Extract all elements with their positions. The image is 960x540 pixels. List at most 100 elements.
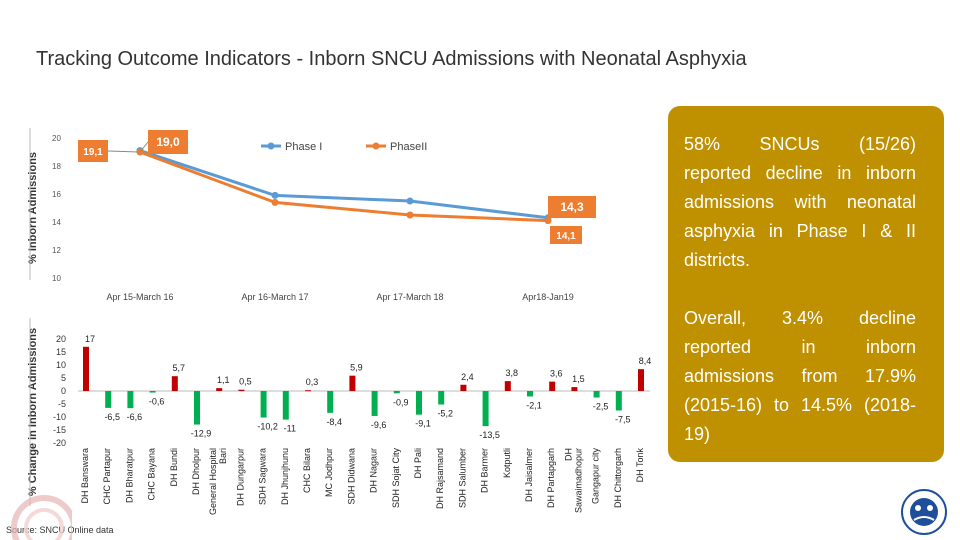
legend-label-2: PhaseII xyxy=(390,141,427,153)
y-tick-label: 5 xyxy=(61,373,66,383)
bar-19 xyxy=(482,391,489,427)
health-mission-logo xyxy=(901,489,947,535)
bar-1 xyxy=(83,346,89,391)
callout-box xyxy=(668,106,944,462)
bar-11 xyxy=(305,390,311,392)
bar-5 xyxy=(171,376,178,391)
bar-value-label: -2,5 xyxy=(593,402,609,412)
callout-text-phase-decline: 58% SNCUs (15/26) reported decline in in… xyxy=(684,134,916,270)
category-label: Sawaimadhopur xyxy=(573,448,583,513)
category-label: DH Dungarpur xyxy=(235,448,245,506)
y-tick-label: 0 xyxy=(61,386,66,396)
bar-value-label: -12,9 xyxy=(191,429,212,439)
category-label: Gangapur city xyxy=(591,448,601,505)
y-tick-label: 16 xyxy=(52,190,61,199)
bar-12 xyxy=(327,391,334,413)
x-tick-label: Apr18-Jan19 xyxy=(522,292,574,302)
bar-value-label: -13,5 xyxy=(479,430,500,440)
page-title: Tracking Outcome Indicators - Inborn SNC… xyxy=(36,48,747,70)
x-tick-label: Apr 15-March 16 xyxy=(106,292,173,302)
series-line-2 xyxy=(139,150,549,223)
bar-value-label: 1,5 xyxy=(572,374,585,384)
label-leader-line xyxy=(139,141,149,153)
bar-value-label: -0,9 xyxy=(393,397,409,407)
bar-18 xyxy=(460,384,467,391)
category-label: DH Bharatpur xyxy=(124,448,134,503)
bar-value-label: 3,6 xyxy=(550,369,563,379)
y-tick-label: -15 xyxy=(53,425,66,435)
bar-17 xyxy=(438,391,445,405)
bar-value-label: -2,1 xyxy=(526,400,542,410)
category-label: DH Chittorgarh xyxy=(613,448,623,508)
bar-16 xyxy=(416,391,422,415)
category-label: Kotputli xyxy=(502,448,512,478)
bar-value-label: 1,1 xyxy=(217,375,230,385)
data-label: 19,0 xyxy=(156,135,180,149)
bar-value-label: -10,2 xyxy=(257,422,278,432)
bar-value-label: -8,4 xyxy=(326,417,342,427)
data-label-box xyxy=(548,196,596,218)
data-label: 14,3 xyxy=(560,200,584,214)
category-label: Bari xyxy=(218,448,228,464)
bar-14 xyxy=(371,391,378,416)
category-label: DH Partapgarh xyxy=(546,448,556,508)
bar-22 xyxy=(549,381,556,391)
bar-15 xyxy=(393,391,400,394)
bar-value-label: 8,4 xyxy=(639,356,652,366)
category-label: DH Nagaur xyxy=(369,448,379,493)
category-label: SDH Salumber xyxy=(457,448,467,508)
category-label: DH Rajsamand xyxy=(435,448,445,509)
data-label-box xyxy=(550,226,582,244)
data-label-box xyxy=(148,130,188,154)
y-tick-label: 18 xyxy=(52,162,61,171)
y-tick-label: 14 xyxy=(52,218,61,227)
bar-value-label: 0,3 xyxy=(306,377,319,387)
data-label: 19,1 xyxy=(83,147,103,158)
y-axis-label: % Inborn Admissions xyxy=(27,152,39,264)
x-tick-label: Apr 17-March 18 xyxy=(376,292,443,302)
bar-26 xyxy=(638,369,644,391)
bar-value-label: 17 xyxy=(85,334,95,344)
legend-marker-1 xyxy=(267,142,275,150)
legend-marker-2 xyxy=(372,142,380,150)
y-tick-label: 10 xyxy=(56,360,66,370)
category-label: CHC Bilara xyxy=(302,448,312,493)
bar-6 xyxy=(194,391,200,425)
bar-value-label: -0,6 xyxy=(149,397,165,407)
y-tick-label: 20 xyxy=(52,134,61,143)
x-tick-label: Apr 16-March 17 xyxy=(241,292,308,302)
bar-3 xyxy=(127,391,134,409)
bar-10 xyxy=(282,391,289,420)
bar-value-label: 0,5 xyxy=(239,377,252,387)
data-label-box xyxy=(78,140,108,162)
bar-value-label: 2,4 xyxy=(461,372,474,382)
category-label: DH Banswara xyxy=(80,448,90,504)
category-label: DH xyxy=(563,448,573,461)
bar-value-label: -6,5 xyxy=(104,412,120,422)
category-label: CHC Partapur xyxy=(102,448,112,505)
label-leader-line xyxy=(107,150,139,153)
y-tick-label: 10 xyxy=(52,274,61,283)
category-label: General Hospital xyxy=(208,448,218,515)
bar-value-label: -6,6 xyxy=(127,412,143,422)
state-emblem-logo xyxy=(11,495,72,540)
category-label: DH Pali xyxy=(413,448,423,479)
category-label: DH Barmer xyxy=(480,448,490,493)
bar-7 xyxy=(216,388,223,391)
series-point-1 xyxy=(271,191,279,199)
bar-23 xyxy=(571,387,578,391)
bar-13 xyxy=(349,375,356,391)
bar-8 xyxy=(238,389,245,391)
category-label: DH Jaisalmer xyxy=(524,448,534,502)
y-tick-label: 20 xyxy=(56,334,66,344)
legend-label-1: Phase I xyxy=(285,141,322,153)
category-label: SDH Sagwara xyxy=(258,448,268,505)
bar-value-label: -7,5 xyxy=(615,415,631,425)
y-tick-label: -10 xyxy=(53,412,66,422)
category-label: DH Tonk xyxy=(635,448,645,483)
series-point-2 xyxy=(544,217,552,225)
bar-value-label: -9,1 xyxy=(415,419,431,429)
bar-value-label: 5,7 xyxy=(173,363,186,373)
bar-chart: 20 15 10 5 0 -5 -10 -15 -20 % Change in Inborn Ad… xyxy=(27,318,651,515)
